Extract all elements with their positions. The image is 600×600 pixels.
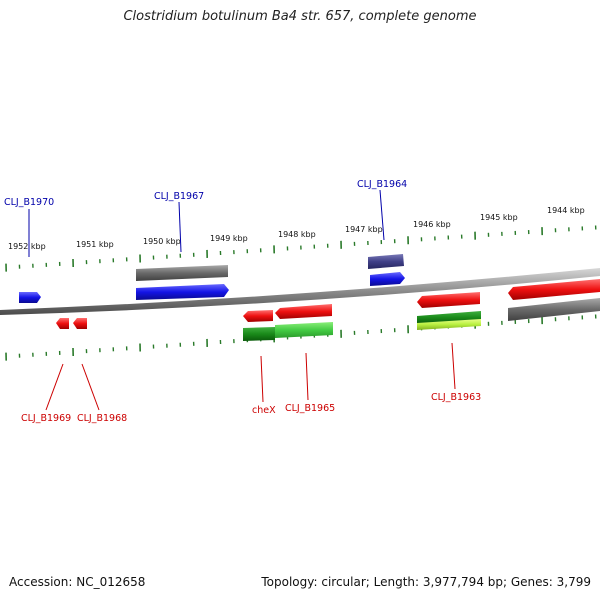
scale-tick-label: 1946 kbp (413, 220, 451, 229)
scale-tick-label: 1951 kbp (76, 240, 114, 249)
leader-clj-b1965 (305, 352, 309, 401)
scale-tick-label: 1948 kbp (278, 230, 316, 239)
gene-label-clj-b1969[interactable]: CLJ_B1969 (21, 413, 71, 424)
scale-tick-label: 1947 kbp (345, 225, 383, 234)
gene-label-clj-b1967[interactable]: CLJ_B1967 (154, 191, 204, 202)
cds-reverse-right-edge (508, 279, 600, 300)
topology-text: Topology: circular; Length: 3,977,794 bp… (261, 575, 591, 589)
gene-bar-right-edge (508, 298, 600, 321)
scale-tick-label: 1950 kbp (143, 237, 181, 246)
leader-clj-b1963 (451, 342, 456, 390)
scale-tick-labels: 1952 kbp 1951 kbp 1950 kbp 1949 kbp 1948 kbp… (8, 206, 585, 251)
cds-reverse-clj-b1963 (417, 292, 480, 308)
accession-text: Accession: NC_012658 (9, 575, 146, 589)
genome-backbone (0, 268, 600, 315)
leader-clj-b1968 (81, 363, 100, 411)
scale-tick-label: 1952 kbp (8, 242, 46, 251)
scale-tick-label: 1949 kbp (210, 234, 248, 243)
scale-tick-label: 1945 kbp (480, 213, 518, 222)
gene-label-chex[interactable]: cheX (252, 405, 276, 416)
cds-reverse-chex (243, 310, 273, 322)
scale-tick-label: 1944 kbp (547, 206, 585, 215)
leader-clj-b1967 (178, 201, 182, 253)
gene-bar-clj-b1965 (275, 322, 333, 338)
cds-reverse-clj-b1969 (56, 318, 69, 329)
gene-label-clj-b1963[interactable]: CLJ_B1963 (431, 392, 481, 403)
leader-chex (260, 355, 264, 403)
gene-bar-clj-b1963-lime (417, 319, 481, 330)
cds-reverse-clj-b1965 (275, 304, 332, 319)
leader-clj-b1969 (45, 363, 64, 411)
cds-forward-clj-b1964 (370, 272, 405, 286)
inner-tick-ring (5, 314, 597, 361)
leader-clj-b1964 (379, 189, 385, 241)
cds-reverse-clj-b1968 (73, 318, 87, 329)
gene-label-clj-b1964[interactable]: CLJ_B1964 (357, 179, 407, 190)
gene-bar-clj-b1964 (368, 254, 404, 269)
gene-label-clj-b1968[interactable]: CLJ_B1968 (77, 413, 127, 424)
gene-bar-chex (243, 327, 275, 341)
map-title: Clostridium botulinum Ba4 str. 657, comp… (123, 9, 477, 24)
cds-forward-clj-b1967 (136, 284, 229, 300)
gene-label-clj-b1965[interactable]: CLJ_B1965 (285, 403, 335, 414)
gene-bar-clj-b1967 (136, 265, 228, 281)
cds-forward-clj-b1970 (19, 292, 41, 303)
outer-tick-ring (5, 225, 597, 272)
gene-label-clj-b1970[interactable]: CLJ_B1970 (4, 197, 54, 208)
